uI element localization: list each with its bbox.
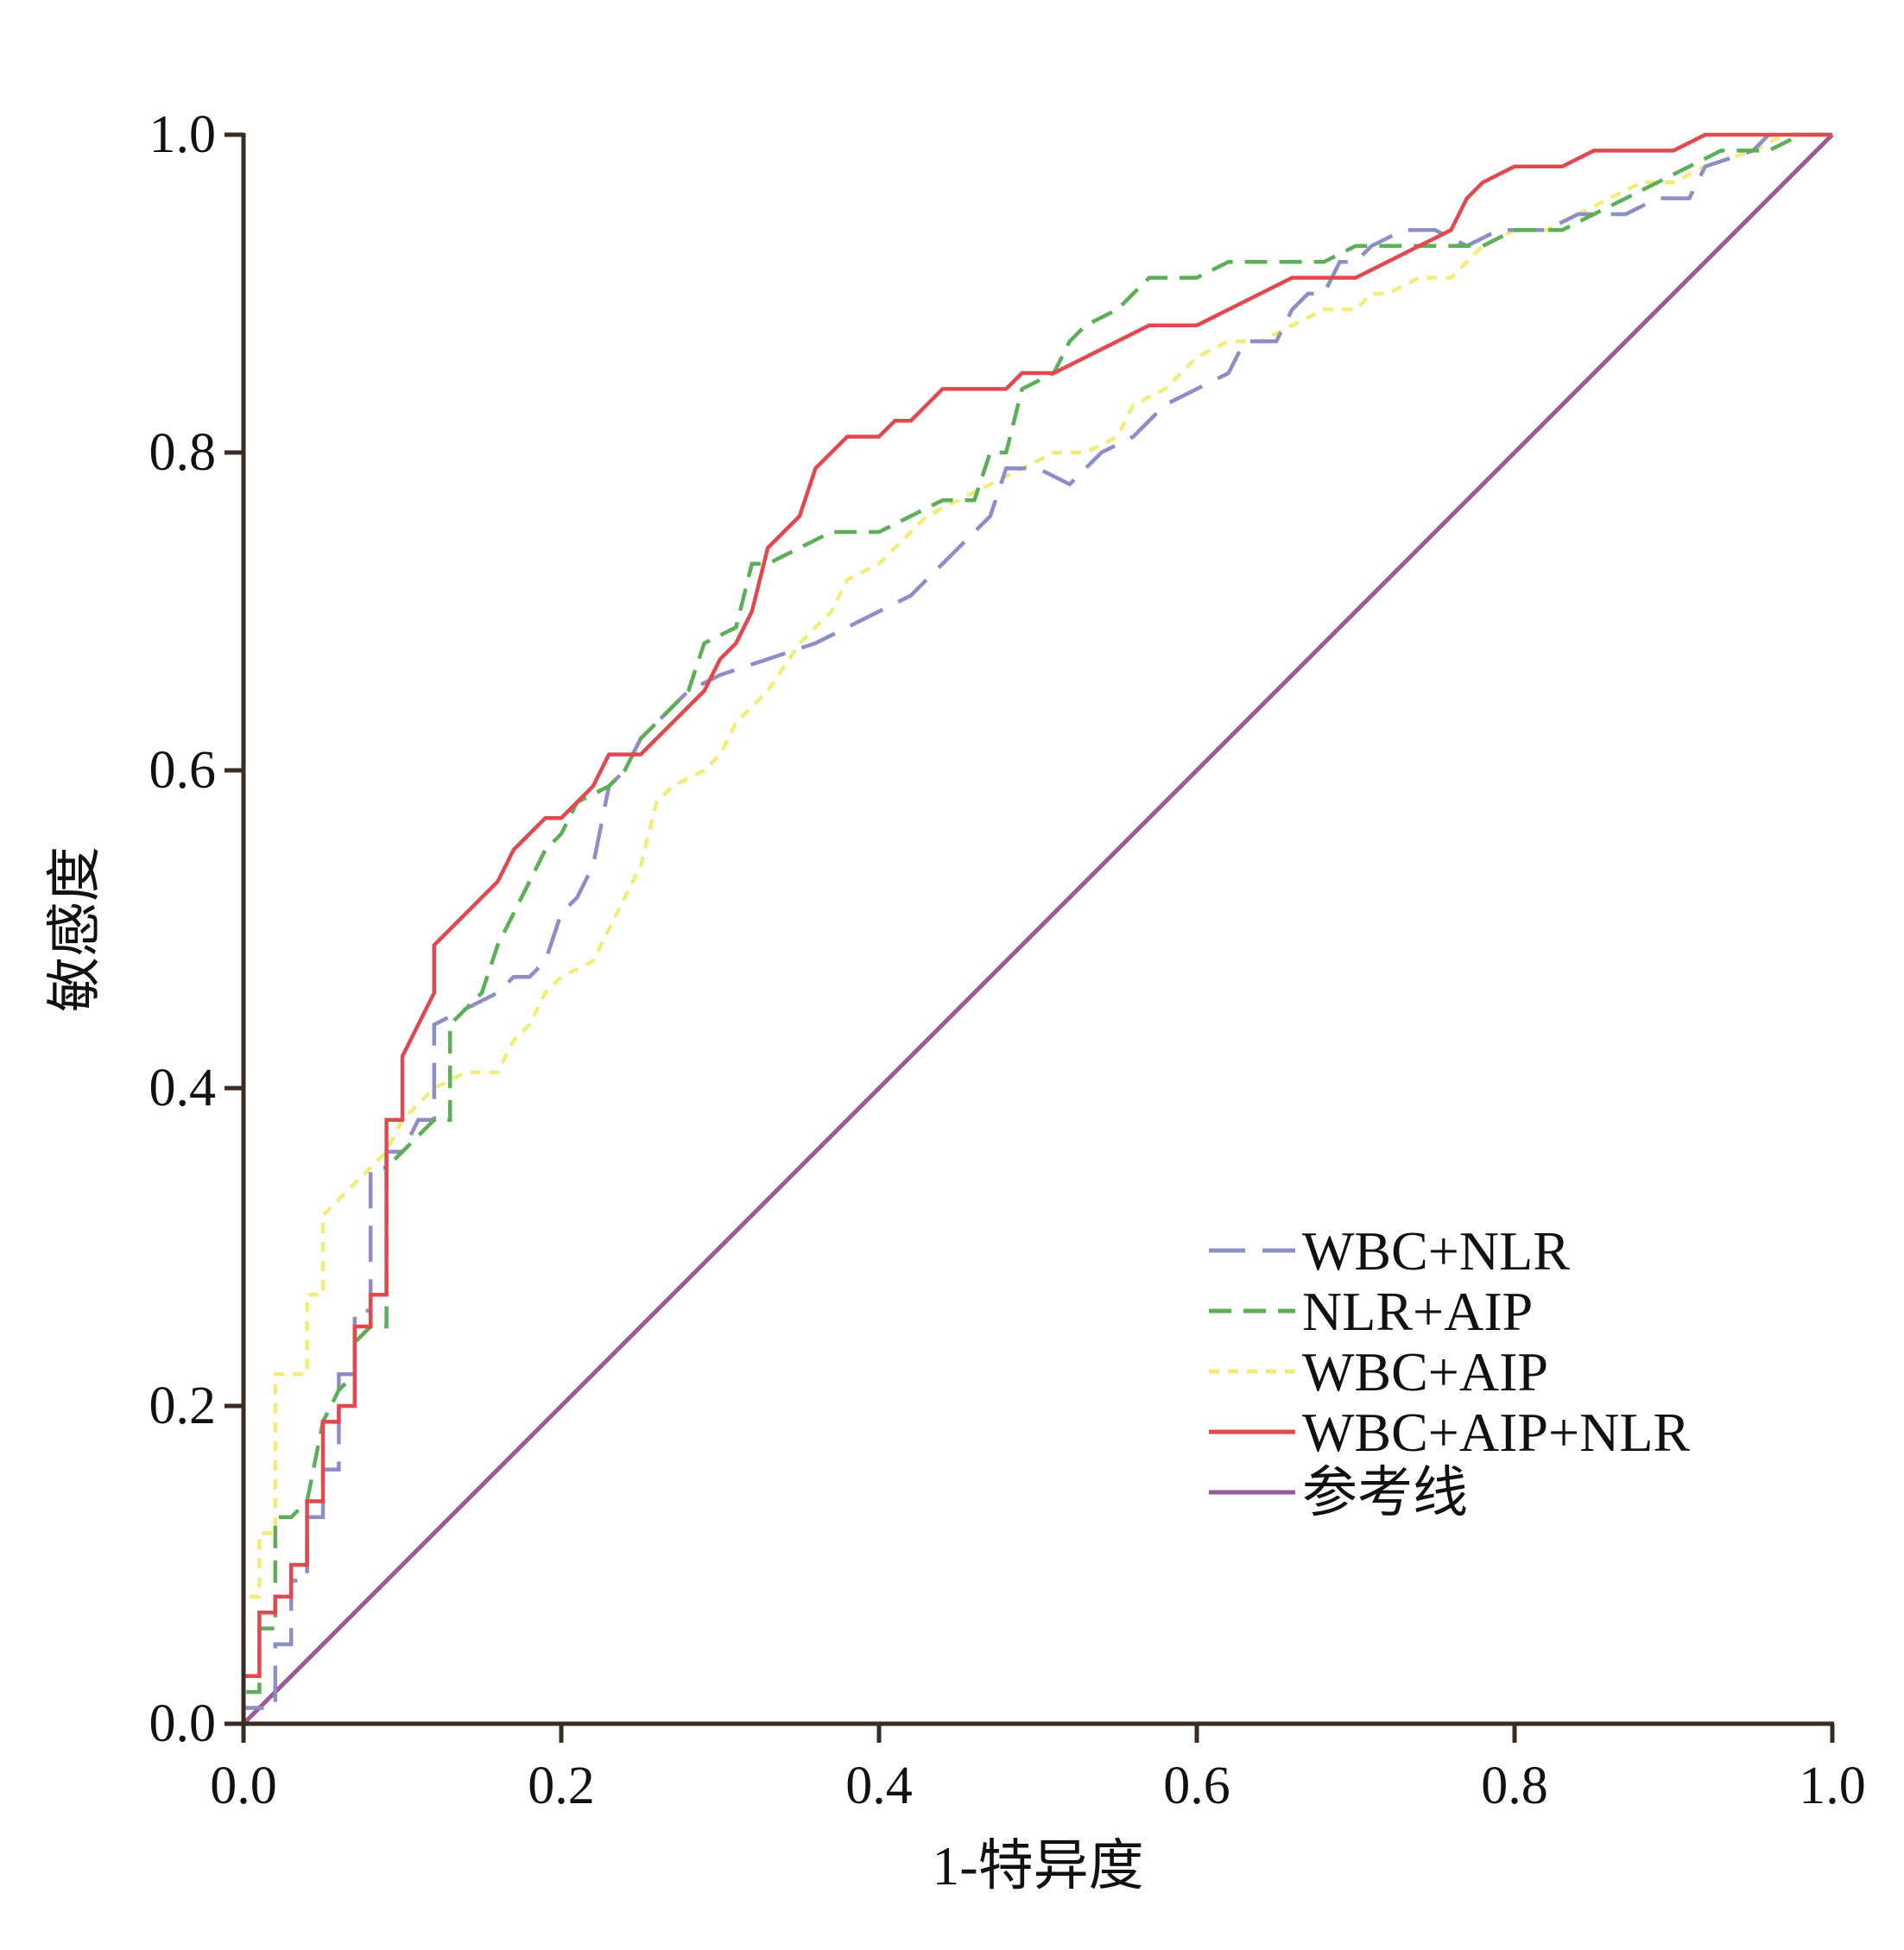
series-group xyxy=(241,132,1834,1725)
legend-label-3: WBC+AIP+NLR xyxy=(1302,1402,1690,1463)
y-axis-ticks: 0.0 0.2 0.4 0.6 0.8 1.0 xyxy=(149,105,244,1753)
x-axis-ticks: 0.0 0.2 0.4 0.6 0.8 1.0 xyxy=(210,1724,1866,1815)
series-line-4 xyxy=(242,133,1834,1725)
y-tick-label: 0.4 xyxy=(149,1059,217,1117)
legend-label-2: WBC+AIP xyxy=(1302,1341,1548,1402)
axes xyxy=(241,133,1834,1726)
legend-label-1: NLR+AIP xyxy=(1302,1281,1533,1342)
x-axis-title: 1-特异度 xyxy=(932,1835,1143,1896)
y-tick-label: 0.6 xyxy=(149,741,217,800)
x-tick-label: 0.8 xyxy=(1481,1757,1548,1815)
series-line-1 xyxy=(241,132,1832,1724)
x-tick-label: 1.0 xyxy=(1799,1757,1866,1815)
y-tick-label: 1.0 xyxy=(149,105,217,164)
y-tick-label: 0.2 xyxy=(149,1377,217,1435)
x-tick-label: 0.2 xyxy=(528,1757,595,1815)
legend-label-4: 参考线 xyxy=(1302,1462,1468,1523)
legend-label-0: WBC+NLR xyxy=(1302,1220,1570,1282)
x-tick-label: 0.6 xyxy=(1163,1757,1230,1815)
y-tick-label: 0.0 xyxy=(149,1694,217,1753)
x-tick-label: 0.4 xyxy=(845,1757,913,1815)
series-line-2 xyxy=(241,132,1832,1724)
x-tick-label: 0.0 xyxy=(210,1757,277,1815)
y-axis-title: 敏感度 xyxy=(44,846,105,1012)
y-tick-label: 0.8 xyxy=(149,423,217,482)
series-line-3 xyxy=(241,132,1832,1724)
